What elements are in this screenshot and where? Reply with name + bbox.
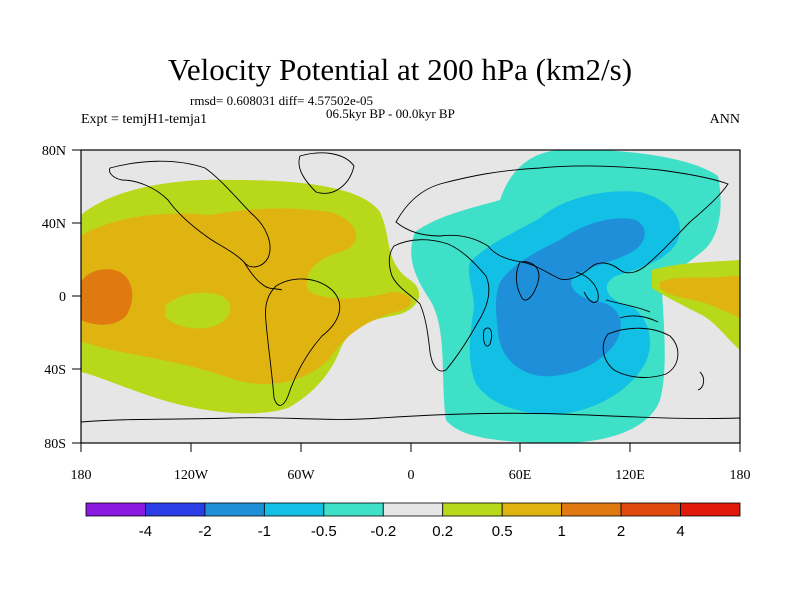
colorbar-level-label: -1 (258, 523, 271, 540)
map-title: Velocity Potential at 200 hPa (km2/s) (167, 52, 633, 87)
colorbar-level-label: -4 (139, 523, 152, 540)
rmsd-diff-stats: rmsd= 0.608031 diff= 4.57502e-05 (190, 93, 374, 108)
colorbar-swatch (620, 502, 681, 517)
time-period-label: 06.5kyr BP - 00.0kyr BP (326, 106, 455, 121)
colorbar: -4 -2 -1 -0.5 -0.2 0.2 0.5 1 2 4 (85, 502, 741, 540)
wpac-positive-0.5 (660, 276, 740, 318)
latitude-labels: 80N 40N 0 40S 80S (42, 144, 66, 452)
coast-antarctica (81, 412, 740, 423)
lon-label-60w: 60W (287, 468, 315, 483)
colorbar-level-label: -2 (198, 523, 211, 540)
positive-contour-1 (81, 269, 133, 325)
positive-contour-0.5 (81, 208, 412, 385)
colorbar-swatch (561, 502, 622, 517)
colorbar-swatch (442, 502, 503, 517)
experiment-label: Expt = temjH1-temja1 (81, 112, 208, 127)
lon-label-120e: 120E (615, 468, 645, 483)
negative-contour-1 (496, 218, 645, 377)
velocity-potential-field (81, 150, 740, 443)
lon-label-120w: 120W (174, 468, 209, 483)
coastlines (81, 152, 740, 423)
positive-hole-lemon (165, 292, 231, 329)
longitude-labels: 180 120W 60W 0 60E 120E 180 (71, 468, 751, 483)
colorbar-swatch (680, 502, 741, 517)
colorbar-swatch (382, 502, 444, 517)
colorbar-swatch (263, 502, 325, 517)
colorbar-level-label: -0.5 (311, 523, 337, 540)
coast-madagascar (483, 327, 493, 347)
lon-label-60e: 60E (509, 468, 532, 483)
colorbar-swatch (323, 502, 384, 517)
colorbar-level-label: 4 (676, 523, 684, 540)
lon-label-180w: 180 (71, 468, 92, 483)
colorbar-level-label: 0.2 (432, 523, 453, 540)
colorbar-swatch (85, 502, 146, 517)
coast-central-america (243, 261, 283, 291)
coast-southeast-asia (575, 271, 659, 323)
lat-label-0: 0 (59, 290, 66, 305)
colorbar-swatch (204, 502, 265, 517)
lat-label-80n: 80N (42, 144, 66, 159)
coast-europe-asia (395, 165, 729, 280)
coast-south-america (265, 278, 341, 406)
colorbar-swatch (145, 502, 206, 517)
lat-label-80s: 80S (44, 437, 66, 452)
colorbar-swatch (501, 502, 563, 517)
axis-ticks (72, 149, 741, 452)
coast-greenland (298, 152, 355, 194)
coast-india (515, 261, 540, 301)
coast-australia (602, 327, 679, 378)
lat-label-40n: 40N (42, 217, 66, 232)
colorbar-level-label: 2 (617, 523, 625, 540)
lon-label-0: 0 (408, 468, 415, 483)
season-label: ANN (709, 112, 740, 127)
colorbar-level-label: 0.5 (492, 523, 513, 540)
coast-new-zealand (697, 371, 705, 391)
colorbar-level-label: -0.2 (370, 523, 396, 540)
lon-label-180e: 180 (730, 468, 751, 483)
coast-africa (388, 239, 490, 372)
colorbar-level-label: 1 (557, 523, 565, 540)
lat-label-40s: 40S (44, 363, 66, 378)
